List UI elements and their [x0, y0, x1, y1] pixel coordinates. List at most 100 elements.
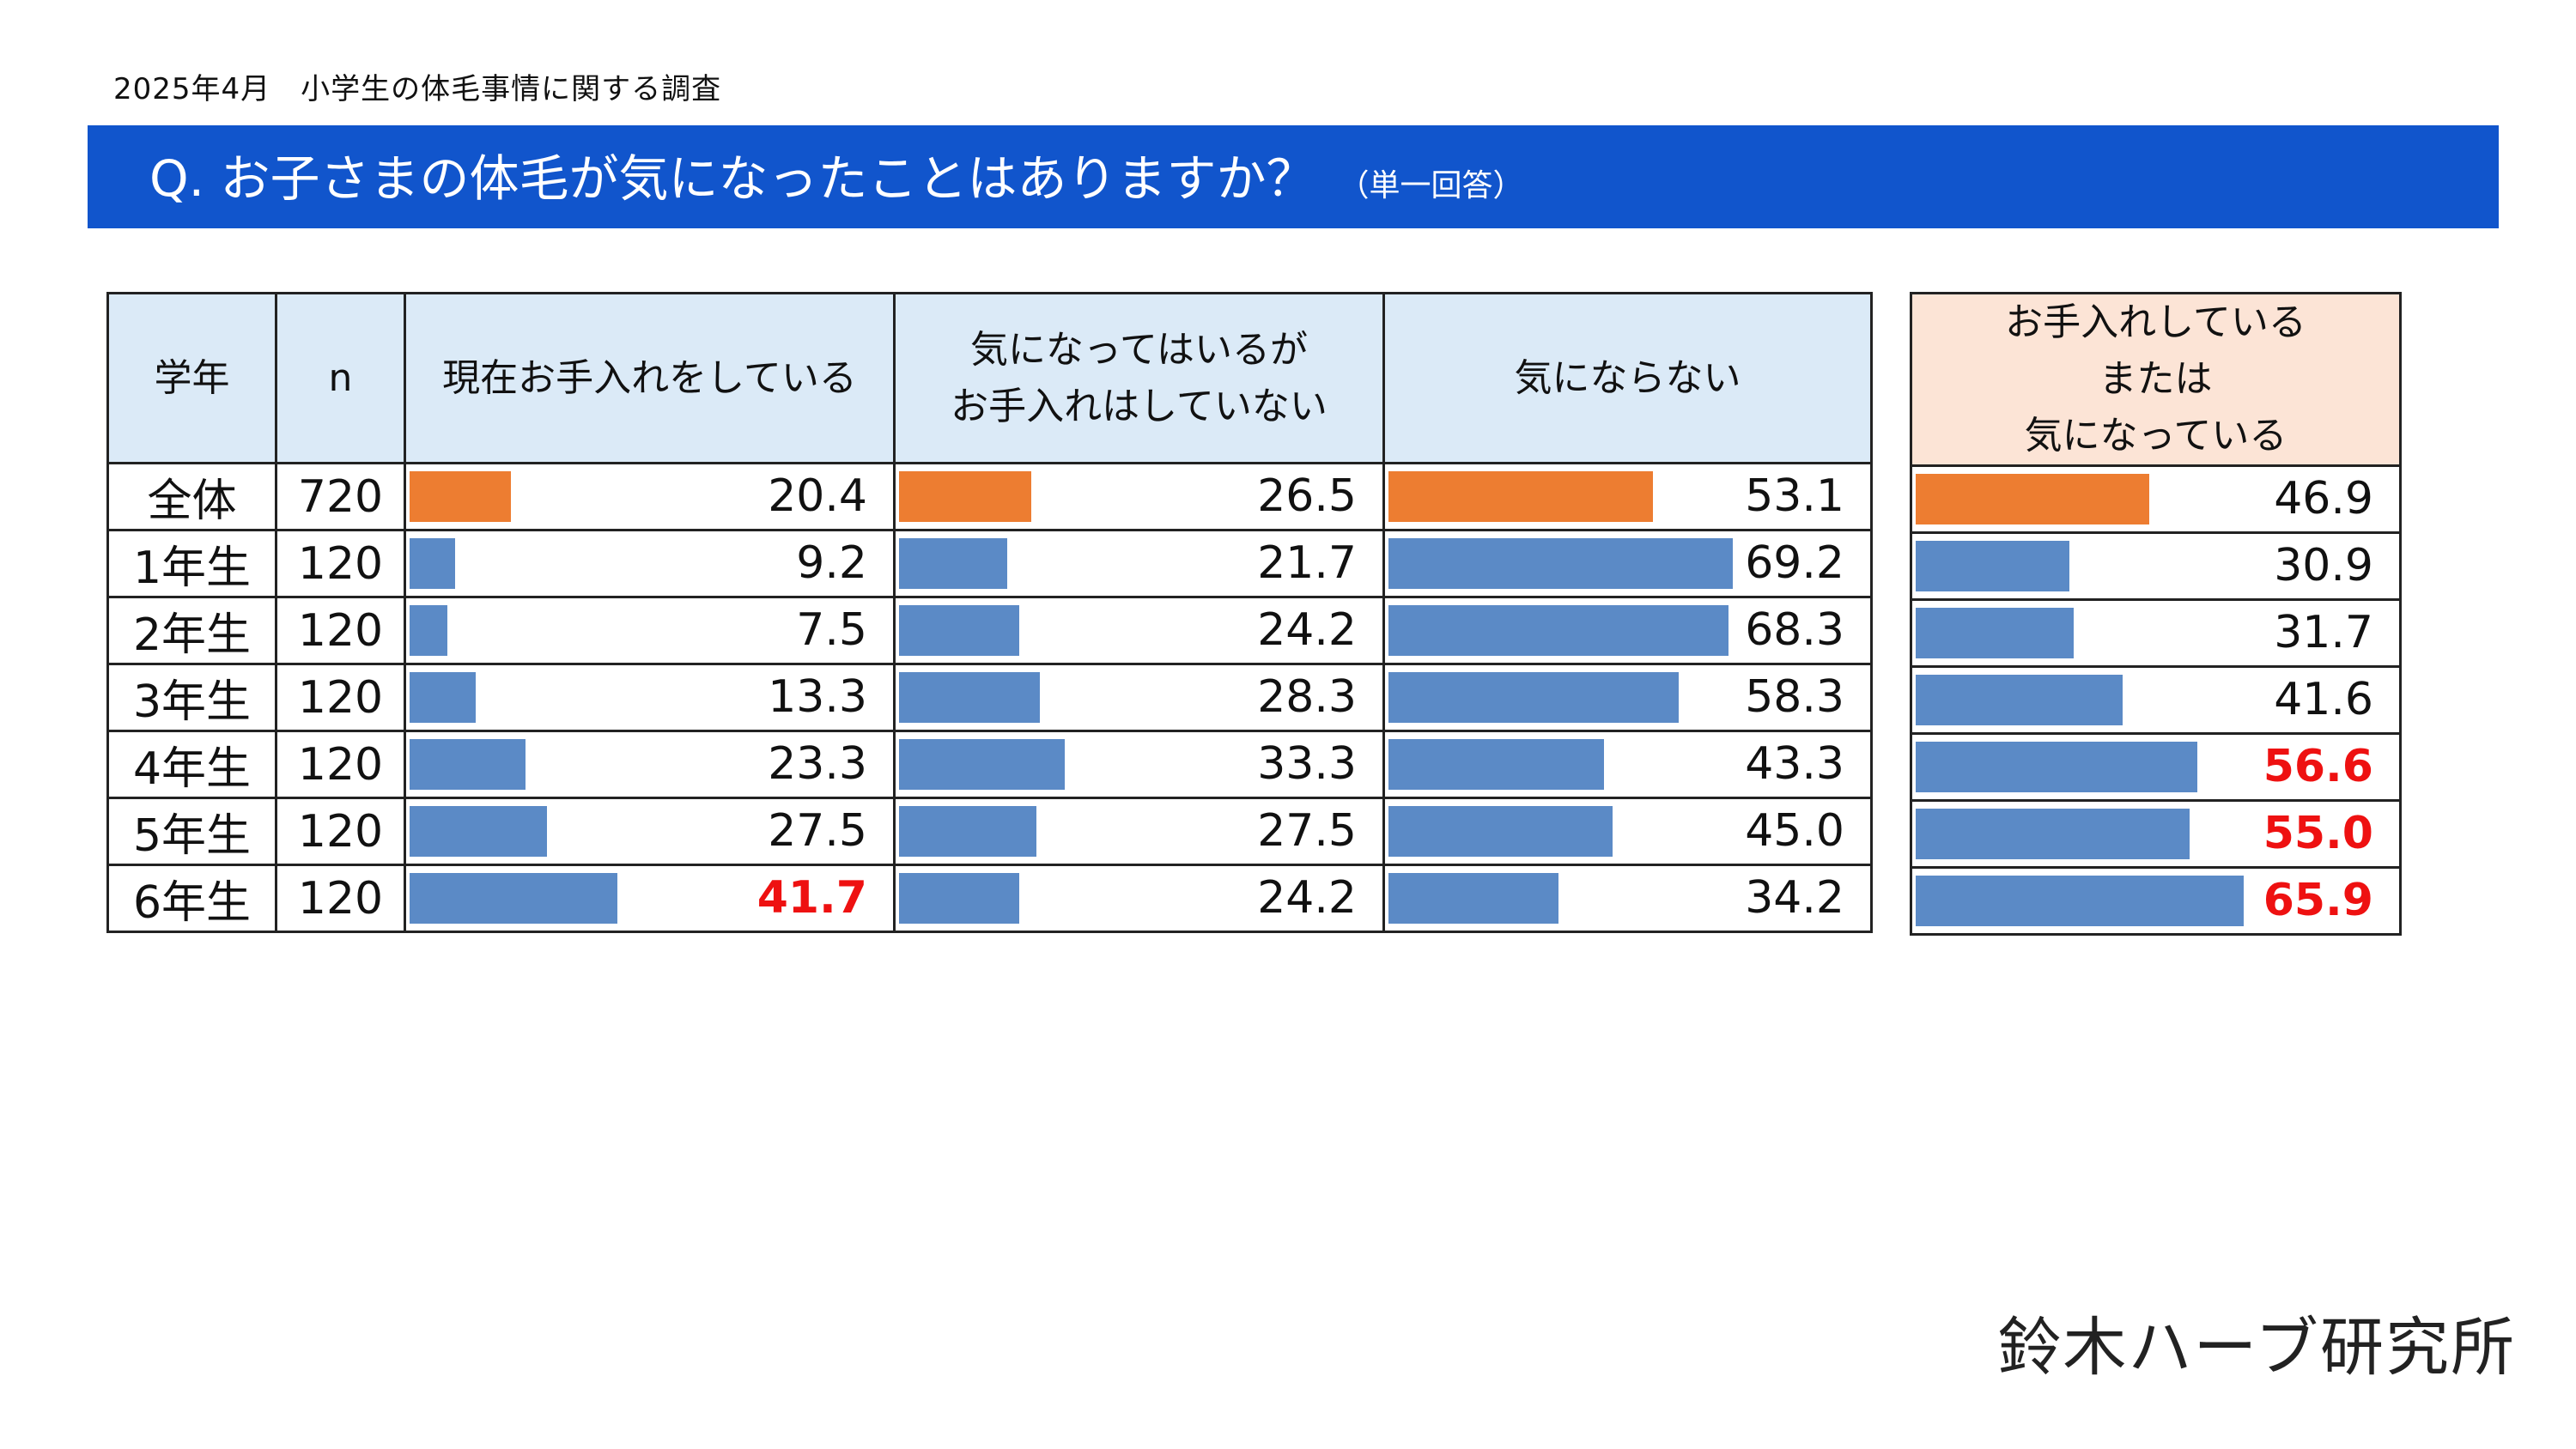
- value-cell-col2: 33.3: [893, 730, 1385, 799]
- bar-col4: [1916, 474, 2150, 524]
- bar-col4: [1916, 608, 2074, 658]
- value-label-col4: 65.9: [2263, 875, 2373, 926]
- value-cell-col4: 30.9: [1910, 531, 2402, 601]
- value-label-col1: 27.5: [768, 805, 867, 857]
- bar-col3: [1388, 806, 1613, 857]
- value-cell-col4: 65.9: [1910, 866, 2402, 936]
- value-cell-col4: 46.9: [1910, 464, 2402, 534]
- sample-size: 120: [275, 797, 406, 866]
- value-cell-col3: 58.3: [1382, 663, 1873, 732]
- value-label-col4: 55.0: [2263, 808, 2373, 859]
- sample-size: 120: [275, 864, 406, 933]
- bar-col1: [410, 471, 512, 522]
- bar-col2: [899, 538, 1007, 589]
- sample-size: 120: [275, 596, 406, 665]
- header-col2-line1: 気になってはいるが: [970, 327, 1308, 372]
- header-n: n: [275, 292, 406, 464]
- value-label-col4: 46.9: [2274, 473, 2373, 524]
- bar-col1: [410, 873, 617, 924]
- value-label-col3: 34.2: [1745, 872, 1844, 924]
- table-row: 3年生 120 13.3 28.3 58.3: [106, 663, 1873, 732]
- value-cell-col2: 21.7: [893, 529, 1385, 598]
- bar-col1: [410, 605, 447, 656]
- value-label-col1: 20.4: [768, 470, 867, 522]
- table-row: 全体 720 20.4 26.5 53.1: [106, 462, 1873, 531]
- question-title: Q. お子さまの体毛が気になったことはありますか？ （単一回答）: [149, 151, 1524, 214]
- value-cell-col2: 28.3: [893, 663, 1385, 732]
- value-cell-col1: 7.5: [404, 596, 896, 665]
- question-note: （単一回答）: [1338, 168, 1524, 203]
- sample-size: 720: [275, 462, 406, 531]
- bar-col3: [1388, 471, 1653, 522]
- header-col1: 現在お手入れをしている: [404, 292, 896, 464]
- value-cell-col1: 13.3: [404, 663, 896, 732]
- survey-subtitle: 2025年4月 小学生の体毛事情に関する調査: [113, 72, 722, 106]
- grade-label: 6年生: [106, 864, 277, 933]
- bar-col1: [410, 672, 477, 723]
- value-label-col3: 68.3: [1745, 604, 1844, 656]
- bar-col1: [410, 739, 526, 790]
- value-label-col4: 41.6: [2274, 674, 2373, 725]
- table-row: 55.0: [1910, 799, 2402, 869]
- value-cell-col1: 23.3: [404, 730, 896, 799]
- grade-label: 3年生: [106, 663, 277, 732]
- bar-col2: [899, 605, 1020, 656]
- bar-col1: [410, 538, 456, 589]
- bar-col4: [1916, 742, 2198, 792]
- bar-col2: [899, 471, 1031, 522]
- bar-col2: [899, 873, 1020, 924]
- grade-label: 4年生: [106, 730, 277, 799]
- value-label-col3: 69.2: [1745, 537, 1844, 589]
- bar-col2: [899, 806, 1036, 857]
- value-label-col4: 30.9: [2274, 540, 2373, 591]
- sample-size: 120: [275, 529, 406, 598]
- question-banner: Q. お子さまの体毛が気になったことはありますか？ （単一回答）: [88, 125, 2499, 228]
- value-label-col3: 53.1: [1745, 470, 1844, 522]
- value-cell-col4: 31.7: [1910, 598, 2402, 668]
- table-row: 2年生 120 7.5 24.2 68.3: [106, 596, 1873, 665]
- value-cell-col3: 43.3: [1382, 730, 1873, 799]
- table-row: 56.6: [1910, 732, 2402, 802]
- table-row: 65.9: [1910, 866, 2402, 936]
- value-cell-col1: 20.4: [404, 462, 896, 531]
- bar-col2: [899, 739, 1066, 790]
- bar-col3: [1388, 672, 1680, 723]
- bar-col4: [1916, 876, 2245, 926]
- value-label-col2: 24.2: [1257, 604, 1357, 656]
- table-row: 6年生 120 41.7 24.2 34.2: [106, 864, 1873, 933]
- value-label-col4: 56.6: [2263, 741, 2373, 792]
- value-label-col2: 24.2: [1257, 872, 1357, 924]
- value-label-col1: 23.3: [768, 738, 867, 790]
- value-label-col1: 41.7: [756, 872, 867, 924]
- header-col2-line2: お手入れはしていない: [951, 384, 1327, 428]
- value-cell-col1: 27.5: [404, 797, 896, 866]
- summary-table: お手入れしている または 気になっている 46.9 30.9 31.7 41.6 56.…: [1910, 292, 2402, 936]
- bar-col1: [410, 806, 547, 857]
- value-label-col2: 26.5: [1257, 470, 1357, 522]
- header-col4: お手入れしている または 気になっている: [1910, 292, 2402, 467]
- value-label-col4: 31.7: [2274, 607, 2373, 658]
- summary-table-body: 46.9 30.9 31.7 41.6 56.6 55.0 65.9: [1910, 464, 2402, 936]
- value-cell-col2: 24.2: [893, 864, 1385, 933]
- bar-col2: [899, 672, 1041, 723]
- value-label-col3: 43.3: [1745, 738, 1844, 790]
- table-row: 31.7: [1910, 598, 2402, 668]
- value-cell-col2: 27.5: [893, 797, 1385, 866]
- bar-col4: [1916, 541, 2070, 591]
- bar-col3: [1388, 538, 1734, 589]
- value-label-col1: 13.3: [768, 671, 867, 723]
- value-cell-col3: 34.2: [1382, 864, 1873, 933]
- header-col4-line1: お手入れしている: [2005, 300, 2306, 344]
- table-row: 46.9: [1910, 464, 2402, 534]
- value-cell-col4: 56.6: [1910, 732, 2402, 802]
- header-col4-line2: または: [2099, 357, 2213, 401]
- value-cell-col2: 24.2: [893, 596, 1385, 665]
- value-cell-col2: 26.5: [893, 462, 1385, 531]
- sample-size: 120: [275, 730, 406, 799]
- bar-col3: [1388, 739, 1605, 790]
- header-col2: 気になってはいるが お手入れはしていない: [893, 292, 1385, 464]
- value-label-col2: 28.3: [1257, 671, 1357, 723]
- results-table: 学年 n 現在お手入れをしている 気になってはいるが お手入れはしていない 気にな…: [106, 292, 1873, 933]
- results-table-body: 全体 720 20.4 26.5 53.1 1年生 120 9.2 21.7 69.2 2年生 120…: [106, 462, 1873, 933]
- value-label-col1: 7.5: [796, 604, 867, 656]
